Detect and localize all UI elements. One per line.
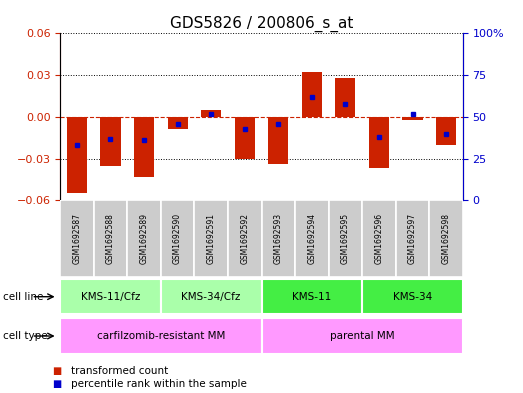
Text: GSM1692598: GSM1692598	[441, 213, 451, 264]
Bar	[429, 200, 463, 277]
Text: KMS-11: KMS-11	[292, 292, 332, 302]
Bar	[403, 117, 423, 120]
Bar	[60, 279, 161, 314]
Bar	[161, 279, 262, 314]
Text: cell type: cell type	[3, 331, 47, 341]
Text: KMS-34: KMS-34	[393, 292, 432, 302]
Text: KMS-34/Cfz: KMS-34/Cfz	[181, 292, 241, 302]
Text: GSM1692595: GSM1692595	[341, 213, 350, 264]
Text: GSM1692589: GSM1692589	[140, 213, 149, 264]
Text: carfilzomib-resistant MM: carfilzomib-resistant MM	[97, 331, 225, 341]
Text: GSM1692588: GSM1692588	[106, 213, 115, 264]
Bar	[328, 200, 362, 277]
Bar	[362, 200, 396, 277]
Text: GSM1692596: GSM1692596	[374, 213, 383, 264]
Text: cell line: cell line	[3, 292, 43, 302]
Bar	[195, 200, 228, 277]
Bar	[369, 117, 389, 169]
Bar	[302, 72, 322, 117]
Bar	[201, 110, 221, 117]
Bar	[262, 200, 295, 277]
Bar	[127, 200, 161, 277]
Text: GSM1692591: GSM1692591	[207, 213, 215, 264]
Text: ■: ■	[52, 366, 62, 376]
Bar	[268, 117, 288, 164]
Bar	[436, 117, 456, 145]
Bar	[362, 279, 463, 314]
Text: GSM1692597: GSM1692597	[408, 213, 417, 264]
Text: GSM1692592: GSM1692592	[240, 213, 249, 264]
Bar	[335, 78, 356, 117]
Bar	[67, 117, 87, 193]
Text: GSM1692594: GSM1692594	[308, 213, 316, 264]
Bar	[262, 279, 362, 314]
Text: ■: ■	[52, 379, 62, 389]
Bar	[100, 117, 121, 165]
Text: transformed count: transformed count	[71, 366, 168, 376]
Text: GSM1692587: GSM1692587	[72, 213, 82, 264]
Bar	[396, 200, 429, 277]
Bar	[228, 200, 262, 277]
Text: parental MM: parental MM	[330, 331, 394, 341]
Bar	[167, 117, 188, 129]
Text: GSM1692590: GSM1692590	[173, 213, 182, 264]
Bar	[262, 318, 463, 354]
Text: percentile rank within the sample: percentile rank within the sample	[71, 379, 246, 389]
Bar	[161, 200, 195, 277]
Text: GSM1692593: GSM1692593	[274, 213, 283, 264]
Bar	[60, 318, 262, 354]
Bar	[94, 200, 127, 277]
Bar	[295, 200, 328, 277]
Bar	[60, 200, 94, 277]
Bar	[134, 117, 154, 177]
Title: GDS5826 / 200806_s_at: GDS5826 / 200806_s_at	[170, 16, 353, 32]
Bar	[235, 117, 255, 159]
Text: KMS-11/Cfz: KMS-11/Cfz	[81, 292, 140, 302]
